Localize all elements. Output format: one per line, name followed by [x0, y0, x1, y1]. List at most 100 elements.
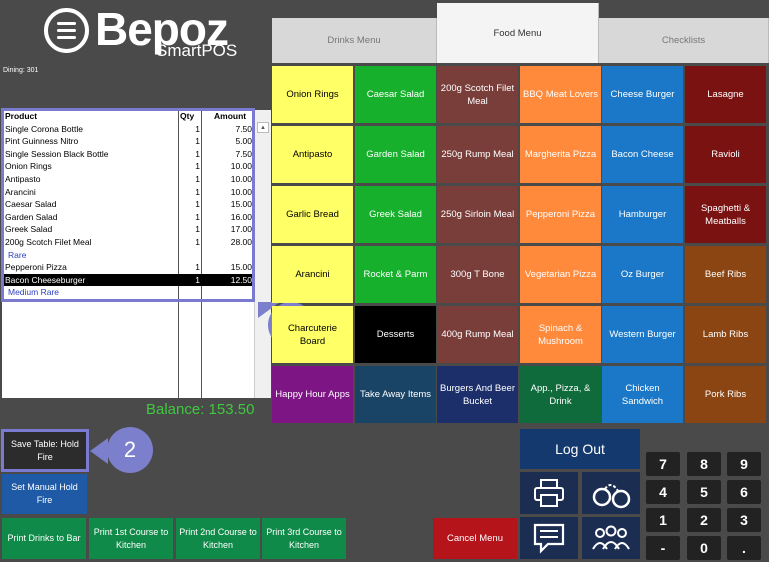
menu-item-arancini[interactable]: Arancini: [272, 246, 353, 303]
key-7[interactable]: 7: [646, 452, 680, 476]
menu-item-western-burger[interactable]: Western Burger: [602, 306, 683, 363]
header-product: Product: [5, 111, 38, 121]
header-qty: Qty: [180, 111, 195, 121]
order-row[interactable]: Bacon Cheeseburger 1 12.50: [2, 273, 254, 287]
order-amount: 10.00: [230, 174, 252, 184]
order-amount: 10.00: [230, 186, 252, 197]
menu-item-burgers-and-beer-bucket[interactable]: Burgers And Beer Bucket: [437, 366, 518, 423]
menu-item-250g-rump-meal[interactable]: 250g Rump Meal: [437, 126, 518, 183]
print-button[interactable]: [520, 472, 578, 514]
menu-item-garlic-bread[interactable]: Garlic Bread: [272, 186, 353, 243]
key-dot[interactable]: .: [727, 536, 761, 560]
menu-item-pepperoni-pizza[interactable]: Pepperoni Pizza: [520, 186, 601, 243]
order-qty: 1: [195, 274, 200, 285]
order-row[interactable]: Single Corona Bottle 1 7.50: [2, 123, 254, 136]
menu-item-lamb-ribs[interactable]: Lamb Ribs: [685, 306, 766, 363]
key-minus[interactable]: -: [646, 536, 680, 560]
menu-item-spaghetti-meatballs[interactable]: Spaghetti & Meatballs: [685, 186, 766, 243]
print-2nd-course-button[interactable]: Print 2nd Course to Kitchen: [176, 518, 260, 559]
order-product: Arancini: [5, 186, 36, 197]
menu-item-antipasto[interactable]: Antipasto: [272, 126, 353, 183]
menu-item-vegetarian-pizza[interactable]: Vegetarian Pizza: [520, 246, 601, 303]
menu-item-caesar-salad[interactable]: Caesar Salad: [355, 66, 436, 123]
menu-item-spinach-mushroom[interactable]: Spinach & Mushroom: [520, 306, 601, 363]
group-button[interactable]: [582, 517, 640, 559]
order-product: Pint Guinness Nitro: [5, 136, 79, 147]
tab-drinks-menu[interactable]: Drinks Menu: [272, 18, 437, 63]
order-list[interactable]: Product Qty Amount Single Corona Bottle 1…: [2, 110, 254, 398]
key-4[interactable]: 4: [646, 480, 680, 504]
order-row[interactable]: Pepperoni Pizza 1 15.00: [2, 261, 254, 274]
order-row[interactable]: Onion Rings 1 10.00: [2, 160, 254, 173]
key-0[interactable]: 0: [687, 536, 721, 560]
menu-item-app-pizza-drink[interactable]: App., Pizza, & Drink: [520, 366, 601, 423]
key-9[interactable]: 9: [727, 452, 761, 476]
menu-item-cheese-burger[interactable]: Cheese Burger: [602, 66, 683, 123]
tab-food-menu[interactable]: Food Menu: [437, 3, 599, 63]
menu-item-onion-rings[interactable]: Onion Rings: [272, 66, 353, 123]
menu-item-pork-ribs[interactable]: Pork Ribs: [685, 366, 766, 423]
key-1[interactable]: 1: [646, 508, 680, 532]
menu-item-garden-salad[interactable]: Garden Salad: [355, 126, 436, 183]
order-row[interactable]: Caesar Salad 1 15.00: [2, 198, 254, 211]
scroll-up-icon[interactable]: ▲: [257, 122, 269, 133]
order-row[interactable]: Single Session Black Bottle 1 7.50: [2, 148, 254, 161]
menu-item-300g-t-bone[interactable]: 300g T Bone: [437, 246, 518, 303]
menu-item-margherita-pizza[interactable]: Margherita Pizza: [520, 126, 601, 183]
order-product: Garden Salad: [5, 211, 58, 222]
menu-item-beef-ribs[interactable]: Beef Ribs: [685, 246, 766, 303]
menu-item-lasagne[interactable]: Lasagne: [685, 66, 766, 123]
order-product: Single Corona Bottle: [5, 123, 83, 134]
order-amount: 17.00: [230, 224, 252, 235]
menu-item-charcuterie-board[interactable]: Charcuterie Board: [272, 306, 353, 363]
handcuffs-button[interactable]: [582, 472, 640, 514]
order-modifier-row[interactable]: Medium Rare: [2, 286, 254, 299]
menu-item-happy-hour-apps[interactable]: Happy Hour Apps: [272, 366, 353, 423]
save-table-hold-fire-button[interactable]: Save Table: Hold Fire: [1, 429, 89, 472]
order-scrollbar[interactable]: ▲: [254, 110, 271, 398]
menu-item-200g-scotch-filet-meal[interactable]: 200g Scotch Filet Meal: [437, 66, 518, 123]
order-amount: 15.00: [230, 262, 252, 273]
menu-item-take-away-items[interactable]: Take Away Items: [355, 366, 436, 423]
order-product: Antipasto: [5, 174, 41, 184]
menu-item-hamburger[interactable]: Hamburger: [602, 186, 683, 243]
key-3[interactable]: 3: [727, 508, 761, 532]
menu-item-250g-sirloin-meal[interactable]: 250g Sirloin Meal: [437, 186, 518, 243]
set-manual-hold-fire-button[interactable]: Set Manual Hold Fire: [2, 474, 87, 514]
order-row[interactable]: 200g Scotch Filet Meal 1 28.00: [2, 236, 254, 249]
print-3rd-course-button[interactable]: Print 3rd Course to Kitchen: [262, 518, 346, 559]
order-row[interactable]: Garden Salad 1 16.00: [2, 211, 254, 224]
print-drinks-to-bar-button[interactable]: Print Drinks to Bar: [2, 518, 86, 559]
log-out-button[interactable]: Log Out: [520, 429, 640, 469]
brand-sub: SmartPOS: [156, 41, 238, 60]
key-5[interactable]: 5: [687, 480, 721, 504]
menu-item-bacon-cheese[interactable]: Bacon Cheese: [602, 126, 683, 183]
menu-item-ravioli[interactable]: Ravioli: [685, 126, 766, 183]
key-2[interactable]: 2: [687, 508, 721, 532]
menu-item-rocket-parm[interactable]: Rocket & Parm: [355, 246, 436, 303]
order-row[interactable]: Arancini 1 10.00: [2, 186, 254, 199]
menu-item-oz-burger[interactable]: Oz Burger: [602, 246, 683, 303]
order-modifier-row[interactable]: Rare: [2, 249, 254, 262]
message-icon: [533, 523, 565, 554]
order-qty: 1: [195, 224, 200, 235]
menu-item-chicken-sandwich[interactable]: Chicken Sandwich: [602, 366, 683, 423]
menu-item-400g-rump-meal[interactable]: 400g Rump Meal: [437, 306, 518, 363]
tab-checklists[interactable]: Checklists: [599, 18, 769, 63]
print-1st-course-button[interactable]: Print 1st Course to Kitchen: [89, 518, 173, 559]
message-button[interactable]: [520, 517, 578, 559]
order-row[interactable]: Greek Salad 1 17.00: [2, 223, 254, 236]
order-product: Caesar Salad: [5, 199, 57, 210]
order-row[interactable]: Antipasto 1 10.00: [2, 173, 254, 186]
menu-item-desserts[interactable]: Desserts: [355, 306, 436, 363]
key-8[interactable]: 8: [687, 452, 721, 476]
menu-item-greek-salad[interactable]: Greek Salad: [355, 186, 436, 243]
order-qty: 1: [195, 136, 200, 147]
menu-item-bbq-meat-lovers[interactable]: BBQ Meat Lovers: [520, 66, 601, 123]
order-amount: 10.00: [230, 161, 252, 172]
order-product: 200g Scotch Filet Meal: [5, 237, 92, 247]
key-6[interactable]: 6: [727, 480, 761, 504]
cancel-menu-button[interactable]: Cancel Menu: [433, 518, 517, 559]
order-row[interactable]: Pint Guinness Nitro 1 5.00: [2, 135, 254, 148]
dining-label: Dining: 301: [3, 67, 39, 74]
